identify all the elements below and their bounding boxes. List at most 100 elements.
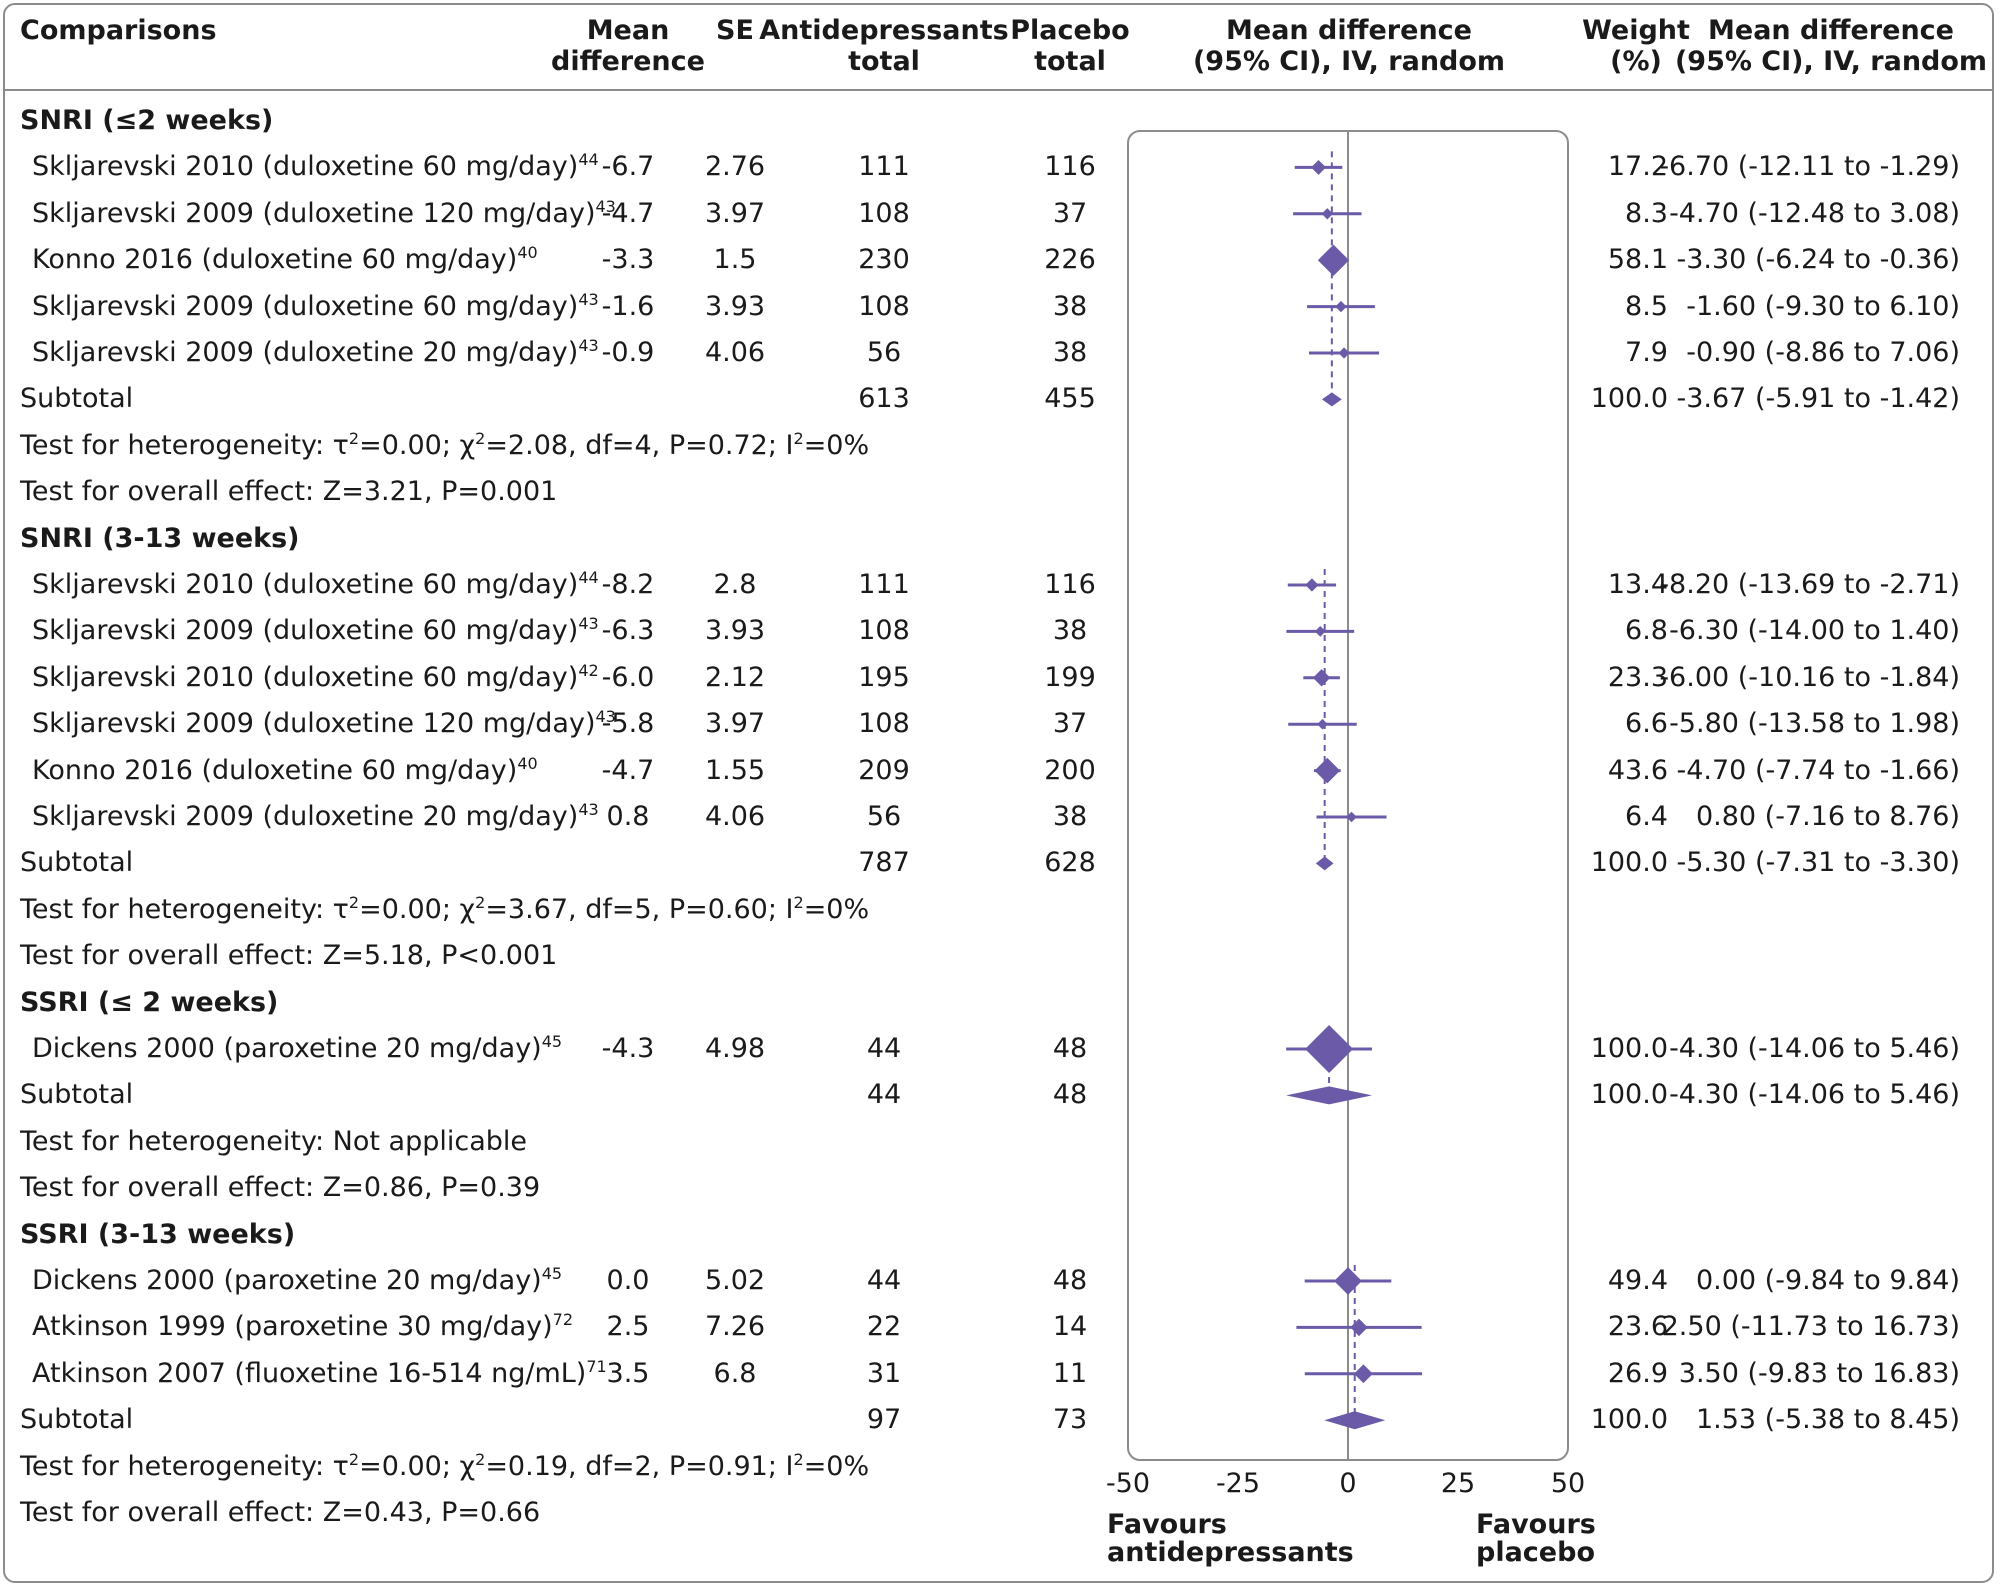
study-estimate-marker xyxy=(1305,578,1319,592)
figure-frame xyxy=(3,3,1994,1583)
header-mean-difference: Mean difference xyxy=(551,15,705,77)
test-statistics-note: Test for heterogeneity: τ2=0.00; χ2=3.67… xyxy=(20,892,870,925)
study-estimate-marker xyxy=(1338,347,1350,359)
study-label: Skljarevski 2010 (duloxetine 60 mg/day)4… xyxy=(32,569,599,601)
subtotal-antidepressants-total: 613 xyxy=(858,383,910,415)
weight-value: 6.8 xyxy=(1625,615,1668,647)
study-estimate-marker xyxy=(1321,208,1333,220)
subtotal-label: Subtotal xyxy=(20,1404,134,1436)
weight-value: 6.4 xyxy=(1625,801,1668,832)
study-estimate-marker xyxy=(1305,1025,1354,1073)
header-pla-line2: total xyxy=(1034,46,1106,77)
subtotal-weight: 100.0 xyxy=(1590,847,1668,879)
placebo-total-value: 14 xyxy=(1052,1311,1088,1343)
reference-number: 43 xyxy=(578,800,599,819)
study-label: Konno 2016 (duloxetine 60 mg/day)40 xyxy=(32,244,538,276)
study-label: Skljarevski 2009 (duloxetine 60 mg/day)4… xyxy=(32,291,599,323)
study-estimate-marker xyxy=(1312,669,1331,687)
mean-difference-value: -0.9 xyxy=(601,337,655,368)
antidepressants-total-value: 108 xyxy=(858,708,910,740)
study-estimate-marker xyxy=(1314,626,1326,637)
study-name: Skljarevski 2010 (duloxetine 60 mg/day) xyxy=(32,661,579,693)
header-weight-line1: Weight xyxy=(1582,15,1690,46)
header-weight-line2: (%) xyxy=(1610,46,1662,77)
ci-value: -0.90 (-8.86 to 7.06) xyxy=(1686,337,1960,368)
ci-value: -6.30 (-14.00 to 1.40) xyxy=(1669,615,1960,647)
se-value: 4.98 xyxy=(704,1033,766,1064)
weight-value: 6.6 xyxy=(1625,708,1668,740)
mean-difference-value: -4.7 xyxy=(601,197,655,229)
test-statistics-note: Test for overall effect: Z=5.18, P<0.001 xyxy=(20,940,558,972)
mean-difference-value: 3.5 xyxy=(606,1357,650,1389)
subtotal-diamond xyxy=(1321,392,1342,407)
group-heading: SSRI (3-13 weeks) xyxy=(20,1218,296,1250)
x-axis-tick-label: -25 xyxy=(1216,1468,1260,1499)
mean-difference-value: -6.7 xyxy=(601,151,655,183)
header-ci-line1: Mean difference xyxy=(1708,15,1954,46)
weight-value: 100.0 xyxy=(1590,1033,1668,1064)
header-comparisons: Comparisons xyxy=(20,15,217,46)
ci-value: -4.30 (-14.06 to 5.46) xyxy=(1669,1033,1960,1064)
favours-placebo-label: Favours placebo xyxy=(1476,1511,1596,1567)
study-label: Skljarevski 2009 (duloxetine 60 mg/day)4… xyxy=(32,615,599,647)
study-name: Atkinson 2007 (fluoxetine 16-514 ng/mL) xyxy=(32,1357,587,1389)
group-heading: SNRI (≤2 weeks) xyxy=(20,105,274,136)
ci-value: 0.80 (-7.16 to 8.76) xyxy=(1695,801,1960,832)
antidepressants-total-value: 56 xyxy=(866,801,902,832)
study-name: Konno 2016 (duloxetine 60 mg/day) xyxy=(32,754,518,786)
study-name: Dickens 2000 (paroxetine 20 mg/day) xyxy=(32,1265,542,1296)
study-estimate-marker xyxy=(1311,159,1326,175)
se-value: 3.97 xyxy=(704,197,766,229)
antidepressants-total-value: 22 xyxy=(866,1311,902,1343)
mean-difference-value: -6.0 xyxy=(601,661,655,693)
header-anti-line2: total xyxy=(848,46,920,77)
antidepressants-total-value: 108 xyxy=(858,615,910,647)
ci-value: -8.20 (-13.69 to -2.71) xyxy=(1659,569,1960,600)
se-value: 4.06 xyxy=(704,801,766,832)
study-name: Skljarevski 2010 (duloxetine 60 mg/day) xyxy=(32,569,579,600)
antidepressants-total-value: 44 xyxy=(866,1265,902,1296)
mean-difference-value: 0.0 xyxy=(606,1265,650,1296)
placebo-total-value: 200 xyxy=(1044,754,1096,786)
test-statistics-note: Test for overall effect: Z=0.43, P=0.66 xyxy=(20,1497,541,1528)
se-value: 3.93 xyxy=(704,615,766,647)
study-label: Skljarevski 2010 (duloxetine 60 mg/day)4… xyxy=(32,151,599,183)
subtotal-ci: -4.30 (-14.06 to 5.46) xyxy=(1669,1079,1960,1111)
x-axis-tick-label: 0 xyxy=(1339,1468,1356,1499)
placebo-total-value: 116 xyxy=(1044,151,1096,183)
subtotal-ci: -5.30 (-7.31 to -3.30) xyxy=(1676,847,1961,879)
mean-difference-value: -5.8 xyxy=(601,708,655,740)
subtotal-ci: -3.67 (-5.91 to -1.42) xyxy=(1676,383,1961,415)
study-label: Skljarevski 2009 (duloxetine 120 mg/day)… xyxy=(32,708,616,740)
ci-value: -6.00 (-10.16 to -1.84) xyxy=(1659,661,1960,693)
study-name: Skljarevski 2009 (duloxetine 120 mg/day) xyxy=(32,197,596,229)
reference-number: 72 xyxy=(552,1310,574,1330)
ci-value: 3.50 (-9.83 to 16.83) xyxy=(1678,1357,1960,1389)
ci-value: -4.70 (-12.48 to 3.08) xyxy=(1669,197,1960,229)
test-statistics-note: Test for overall effect: Z=3.21, P=0.001 xyxy=(20,476,558,508)
study-label: Skljarevski 2010 (duloxetine 60 mg/day)4… xyxy=(32,662,599,694)
placebo-total-value: 38 xyxy=(1052,801,1088,832)
reference-number: 45 xyxy=(541,1032,563,1051)
study-name: Skljarevski 2009 (duloxetine 120 mg/day) xyxy=(32,708,596,740)
study-label: Dickens 2000 (paroxetine 20 mg/day)45 xyxy=(32,1033,562,1065)
subtotal-diamond xyxy=(1286,1086,1373,1105)
study-estimate-marker xyxy=(1334,1267,1362,1295)
subtotal-placebo-total: 73 xyxy=(1052,1404,1088,1436)
header-ci: Mean difference (95% CI), IV, random xyxy=(1675,15,1987,77)
reference-number: 40 xyxy=(517,243,538,263)
antidepressants-total-value: 31 xyxy=(866,1357,902,1389)
mean-difference-value: -4.7 xyxy=(601,754,655,786)
study-name: Skljarevski 2010 (duloxetine 60 mg/day) xyxy=(32,151,579,183)
se-value: 2.12 xyxy=(704,661,766,693)
study-label: Dickens 2000 (paroxetine 20 mg/day)45 xyxy=(32,1265,562,1297)
study-estimate-marker xyxy=(1335,300,1347,313)
study-label: Skljarevski 2009 (duloxetine 20 mg/day)4… xyxy=(32,801,599,833)
subtotal-placebo-total: 48 xyxy=(1052,1079,1088,1111)
ci-value: 2.50 (-11.73 to 16.73) xyxy=(1661,1311,1960,1343)
header-placebo-total: Placebo total xyxy=(1010,15,1129,77)
study-name: Skljarevski 2009 (duloxetine 60 mg/day) xyxy=(32,615,579,647)
se-value: 2.76 xyxy=(704,151,766,183)
header-pla-line1: Placebo xyxy=(1010,15,1130,46)
subtotal-antidepressants-total: 787 xyxy=(858,847,910,879)
